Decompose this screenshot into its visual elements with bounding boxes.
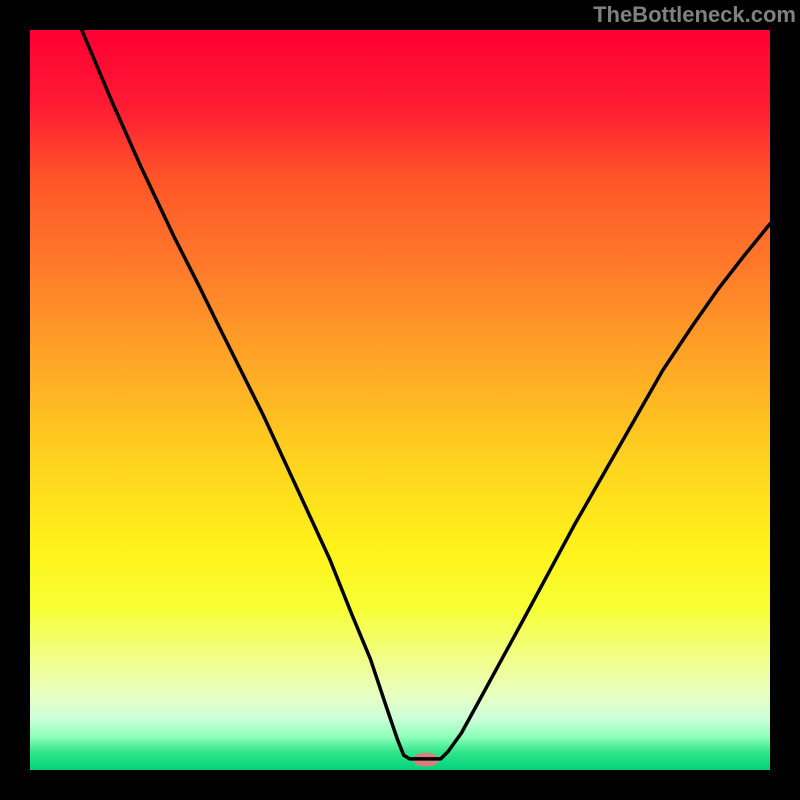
watermark-text: TheBottleneck.com (593, 2, 796, 28)
chart-svg (0, 0, 800, 800)
plot-background (30, 30, 770, 770)
chart-root: TheBottleneck.com (0, 0, 800, 800)
